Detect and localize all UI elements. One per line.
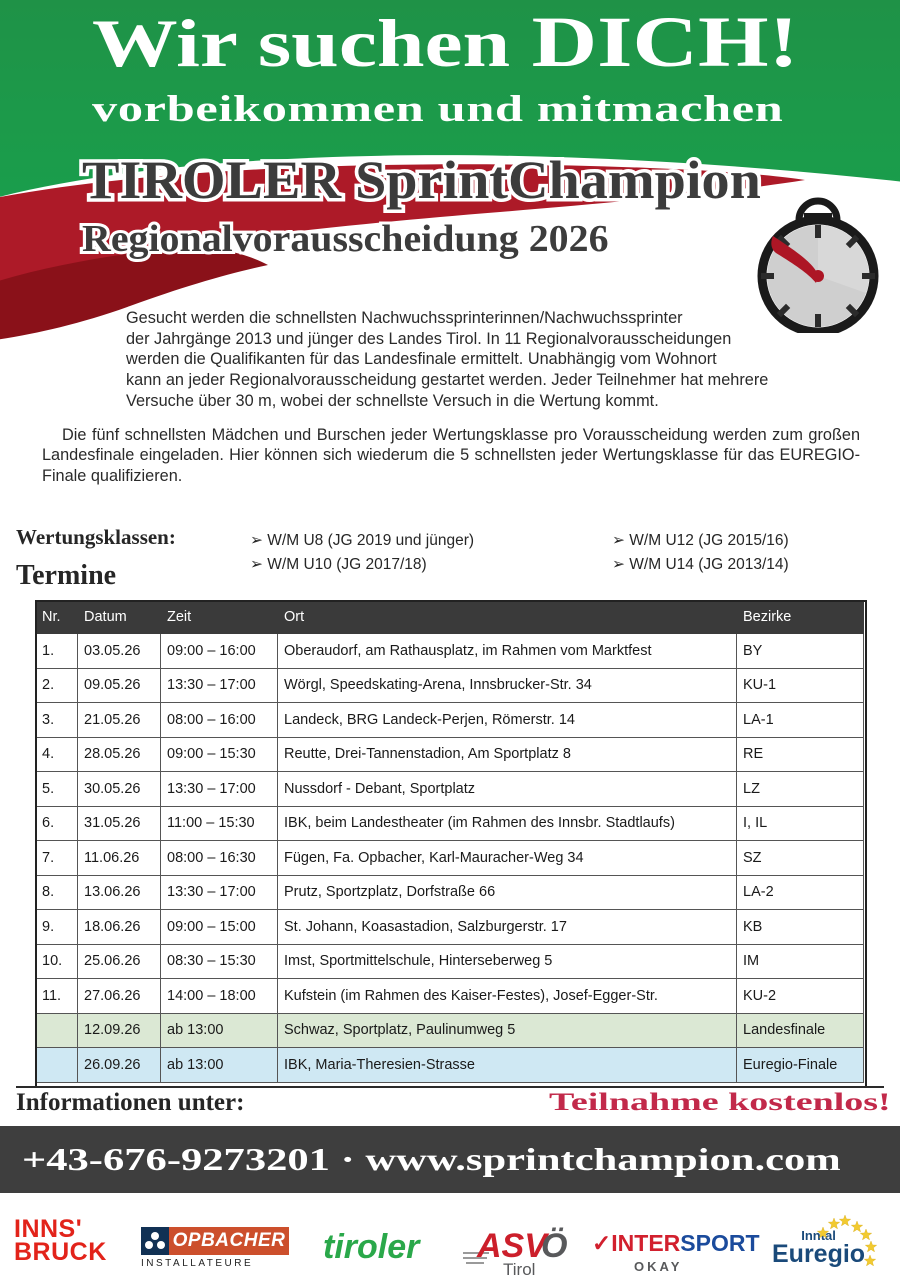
- svg-text:Tirol: Tirol: [503, 1260, 535, 1279]
- svg-text:Ö: Ö: [541, 1227, 567, 1265]
